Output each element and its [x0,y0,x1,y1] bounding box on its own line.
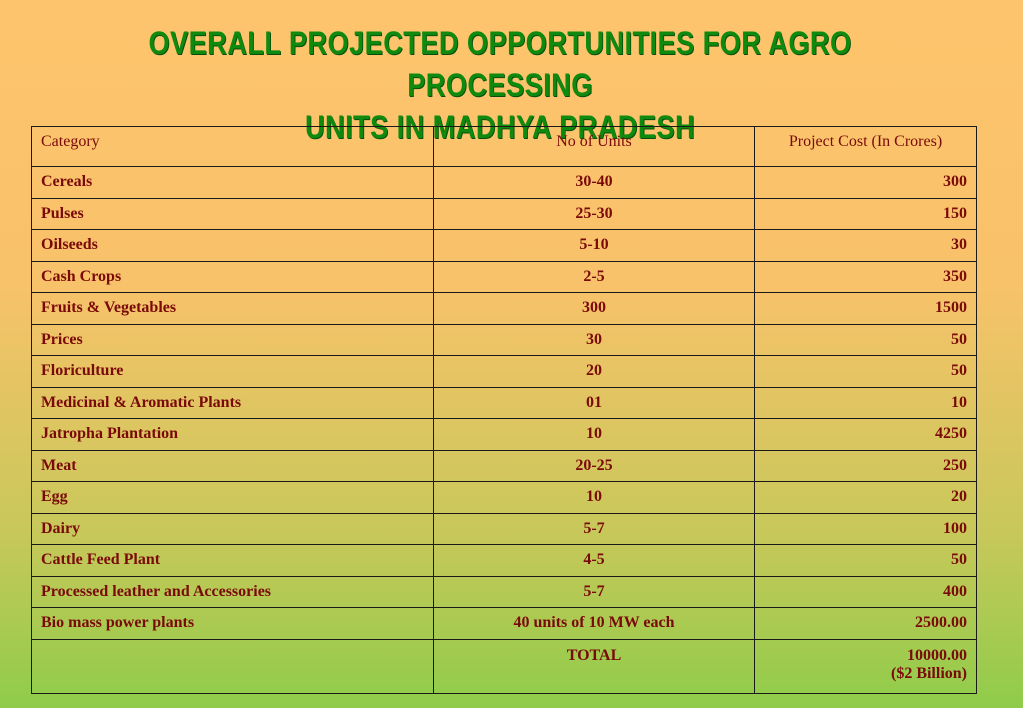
table-body: Cereals 30-40 300 Pulses 25-30 150 Oilseeds 5-1… [31,166,977,694]
row-cost-cell: 50 [754,355,977,388]
row-category-cell: Floriculture [31,355,434,388]
row-category-cell: Fruits & Vegetables [31,292,434,325]
row-units-cell: 30-40 [433,166,755,199]
page-title-line-1: OVERALL PROJECTED OPPORTUNITIES FOR AGRO… [148,25,852,103]
row-units-cell: 01 [433,386,755,419]
row-units-cell: 30 [433,323,755,356]
table-row: Dairy 5-7 100 [31,512,977,545]
table-row: Prices 30 50 [31,323,977,356]
row-cost-cell: 350 [754,260,977,293]
total-label-cell: TOTAL [433,638,755,694]
row-category-cell: Bio mass power plants [31,607,434,640]
total-cost-value: 10000.00 [907,646,967,664]
table-row: Cattle Feed Plant 4-5 50 [31,544,977,577]
header-category: Category [31,126,434,167]
row-cost-cell: 150 [754,197,977,230]
header-units: No of Units [433,126,755,167]
row-category-cell: Jatropha Plantation [31,418,434,451]
table-row: Egg 10 20 [31,481,977,514]
row-category-cell: Cereals [31,166,434,199]
row-cost-cell: 50 [754,323,977,356]
row-category-cell: Oilseeds [31,229,434,262]
table-row: Medicinal & Aromatic Plants 01 10 [31,386,977,419]
table-row: Pulses 25-30 150 [31,197,977,230]
table-row: Cereals 30-40 300 [31,166,977,199]
row-cost-cell: 2500.00 [754,607,977,640]
row-cost-cell: 20 [754,481,977,514]
table-row: Oilseeds 5-10 30 [31,229,977,262]
row-units-cell: 5-7 [433,512,755,545]
row-units-cell: 2-5 [433,260,755,293]
row-units-cell: 10 [433,418,755,451]
row-units-cell: 20-25 [433,449,755,482]
row-units-cell: 20 [433,355,755,388]
row-units-cell: 5-10 [433,229,755,262]
table-row: Processed leather and Accessories 5-7 400 [31,575,977,608]
row-units-cell: 300 [433,292,755,325]
row-units-cell: 5-7 [433,575,755,608]
row-category-cell: Processed leather and Accessories [31,575,434,608]
row-units-cell: 25-30 [433,197,755,230]
row-cost-cell: 250 [754,449,977,482]
row-cost-cell: 300 [754,166,977,199]
row-category-cell: Pulses [31,197,434,230]
row-units-cell: 40 units of 10 MW each [433,607,755,640]
table-row: Meat 20-25 250 [31,449,977,482]
table-row: Fruits & Vegetables 300 1500 [31,292,977,325]
row-category-cell: Medicinal & Aromatic Plants [31,386,434,419]
row-cost-cell: 30 [754,229,977,262]
table-row: Cash Crops 2-5 350 [31,260,977,293]
row-category-cell: Cash Crops [31,260,434,293]
row-cost-cell: 50 [754,544,977,577]
row-category-cell: Dairy [31,512,434,545]
table-row: Bio mass power plants 40 units of 10 MW e… [31,607,977,640]
total-empty-cell [31,638,434,694]
row-cost-cell: 100 [754,512,977,545]
header-project-cost: Project Cost (In Crores) [754,126,977,167]
row-category-cell: Cattle Feed Plant [31,544,434,577]
table-row: Jatropha Plantation 10 4250 [31,418,977,451]
total-cost-note: ($2 Billion) [890,664,967,682]
row-cost-cell: 4250 [754,418,977,451]
row-category-cell: Egg [31,481,434,514]
opportunities-table: Category No of Units Project Cost (In Cr… [31,126,977,694]
table-header-row: Category No of Units Project Cost (In Cr… [31,126,977,167]
total-cost-cell: 10000.00 ($2 Billion) [754,638,977,694]
row-units-cell: 4-5 [433,544,755,577]
table-total-row: TOTAL 10000.00 ($2 Billion) [31,638,977,694]
row-cost-cell: 1500 [754,292,977,325]
row-category-cell: Prices [31,323,434,356]
row-units-cell: 10 [433,481,755,514]
row-cost-cell: 10 [754,386,977,419]
table-row: Floriculture 20 50 [31,355,977,388]
row-cost-cell: 400 [754,575,977,608]
row-category-cell: Meat [31,449,434,482]
